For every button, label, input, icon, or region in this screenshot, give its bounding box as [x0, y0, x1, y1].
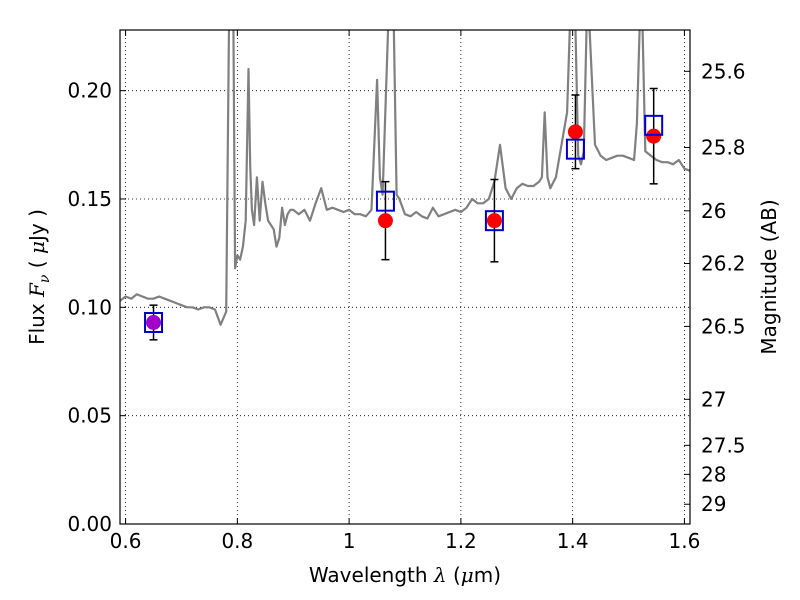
- x-axis-label-symbol: λ: [433, 563, 447, 587]
- y-axis-label-open: (: [25, 254, 49, 275]
- y-tick-label: 0.05: [67, 404, 112, 428]
- observed-point: [486, 213, 502, 229]
- x-tick-label: 0.6: [110, 529, 142, 553]
- y-tick-label: 0.00: [67, 512, 112, 536]
- observed-point: [146, 315, 162, 330]
- y-axis-label-text: Flux: [25, 297, 49, 345]
- observed-point: [377, 213, 393, 229]
- y2-tick-label: 26: [701, 199, 726, 223]
- y2-tick-label: 26.5: [701, 314, 746, 338]
- x-tick-label: 0.8: [221, 529, 253, 553]
- y2-tick-label: 27: [701, 387, 726, 411]
- y-axis-label-symbol: F: [25, 282, 49, 298]
- y-tick-label: 0.20: [67, 79, 112, 103]
- model-point: [144, 312, 164, 333]
- plot-background: [120, 30, 690, 524]
- x-axis-label: Wavelength λ (μm): [309, 563, 501, 587]
- y-axis-label: Flux Fν ( μJy ): [25, 209, 53, 345]
- y2-tick-label: 25.6: [701, 59, 746, 83]
- y-axis-label-unit: Jy ): [25, 209, 49, 243]
- x-axis-label-open: (: [447, 563, 461, 587]
- ticks: 0.6 0.8 1 1.2 1.4 1.6 0.00 0.05 0.10 0.15 0.20 25.6…: [67, 30, 746, 553]
- y2-tick-label: 28: [701, 462, 726, 486]
- model-point: [644, 114, 664, 136]
- model-point: [565, 138, 585, 160]
- y2-tick-label: 25.8: [701, 135, 746, 159]
- model-point: [375, 190, 395, 212]
- x-axis-label-text: Wavelength: [309, 563, 434, 587]
- y2-tick-label: 26.2: [701, 252, 746, 276]
- observed-point: [567, 124, 583, 140]
- y2-tick-label: 29: [701, 492, 726, 516]
- x-axis-label-unit: m): [474, 563, 501, 587]
- y-tick-label: 0.15: [67, 187, 112, 211]
- x-tick-label: 1: [343, 529, 356, 553]
- x-tick-label: 1.6: [669, 529, 701, 553]
- plot-frame: [119, 29, 691, 525]
- spectrum-line: [120, 30, 690, 326]
- y-axis-label-mu: μ: [25, 241, 49, 254]
- observed-point: [646, 128, 662, 144]
- y2-tick-label: 27.5: [701, 433, 746, 457]
- y-axis-label-subscript: ν: [37, 274, 53, 283]
- x-tick-label: 1.4: [557, 529, 589, 553]
- x-tick-label: 1.2: [445, 529, 477, 553]
- y-tick-label: 0.10: [67, 295, 112, 319]
- spectrum-layer: [120, 30, 690, 326]
- markers-layer: [144, 87, 664, 341]
- y2-axis-label: Magnitude (AB): [757, 199, 781, 354]
- model-point: [484, 210, 504, 232]
- x-axis-label-mu: μ: [461, 563, 474, 587]
